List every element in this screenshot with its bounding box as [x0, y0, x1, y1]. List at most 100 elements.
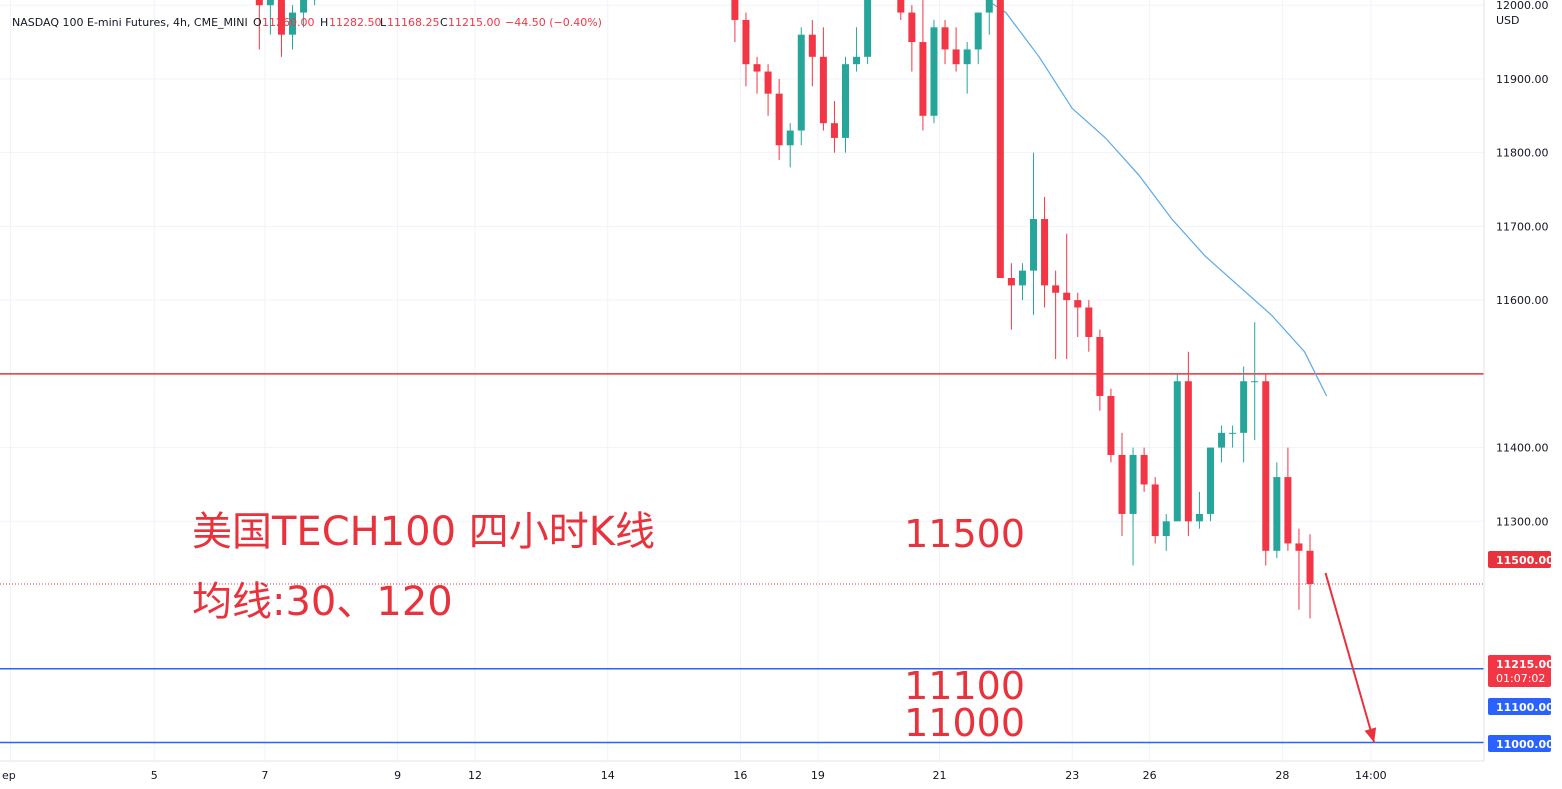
candle	[830, 101, 838, 153]
candle	[1063, 233, 1071, 360]
candle	[1140, 447, 1148, 492]
candles	[255, 0, 1314, 619]
time-tick-label: 5	[151, 769, 158, 782]
time-axis-ticks: ep 5 7 9 12 14 16 19 21 23 26 28 14:00	[2, 769, 1387, 782]
badge-11000-bg	[1488, 735, 1551, 752]
time-tick-label: 14:00	[1355, 769, 1387, 782]
annotation-ma-label: 均线:30、120	[192, 579, 453, 625]
time-tick-label: 19	[811, 769, 825, 782]
time-tick-label: 16	[733, 769, 747, 782]
forecast-arrow	[1324, 572, 1377, 743]
candle-body	[775, 93, 783, 146]
candle-body	[1284, 477, 1292, 544]
candle	[842, 56, 849, 153]
badge-11500: 11500.00	[1496, 554, 1554, 567]
candle	[864, 0, 872, 65]
candle	[996, 0, 1004, 279]
time-tick-label: ep	[2, 769, 16, 782]
badge-11100: 11100.00	[1496, 701, 1554, 714]
candle	[919, 0, 927, 131]
candle-body	[1063, 292, 1071, 301]
header-low-value: 11168.25	[387, 16, 440, 29]
candle	[930, 19, 938, 124]
candle-body	[1251, 381, 1259, 383]
price-axis-currency: USD	[1496, 14, 1520, 27]
candle-body	[930, 27, 938, 116]
candle-body	[255, 0, 263, 6]
badge-current-bg	[1488, 655, 1551, 687]
candle	[1030, 152, 1038, 315]
candle	[1195, 491, 1203, 529]
candle-body	[996, 0, 1004, 279]
header-high-label: H	[320, 16, 328, 29]
price-axis[interactable]: USD 11300.00 11400.00 11600.00 11700.00 1180…	[1483, 0, 1562, 789]
candle	[897, 0, 905, 20]
price-tick-label: 12000.00	[1496, 0, 1549, 12]
candle-body	[797, 34, 805, 131]
candle-body	[830, 123, 838, 138]
candle-body	[985, 0, 993, 13]
candle	[1229, 425, 1237, 448]
candle	[277, 0, 285, 57]
time-tick-label: 26	[1143, 769, 1157, 782]
candle	[1206, 447, 1214, 522]
candle	[985, 0, 993, 35]
header-change: −44.50 (−0.40%)	[505, 16, 602, 29]
candle-body	[1140, 454, 1148, 485]
candle-body	[1240, 381, 1248, 433]
candle	[974, 12, 982, 65]
candle	[775, 78, 783, 161]
horizontal-levels	[0, 373, 1484, 744]
candle	[808, 19, 816, 87]
candle-body	[974, 12, 982, 50]
candle	[1306, 534, 1314, 619]
candle-body	[753, 64, 761, 72]
candle-body	[1306, 550, 1314, 584]
candle	[1118, 432, 1126, 537]
price-tick-label: 11800.00	[1496, 147, 1549, 160]
candle-body	[1018, 270, 1026, 286]
candle	[300, 0, 308, 28]
price-tick-label: 11400.00	[1496, 442, 1549, 455]
candle-body	[1107, 395, 1115, 455]
candle	[952, 27, 960, 72]
candle-body	[1173, 381, 1181, 522]
candle-body	[963, 49, 971, 65]
candle	[1052, 270, 1060, 360]
annotation-level-11000: 11000	[904, 701, 1025, 745]
candle-body	[1229, 432, 1237, 434]
candle-body	[764, 71, 772, 94]
time-tick-label: 7	[261, 769, 268, 782]
time-tick-label: 14	[601, 769, 615, 782]
candle	[1151, 477, 1159, 544]
candle	[742, 12, 750, 87]
candle-body	[1218, 432, 1226, 448]
candle	[1295, 528, 1303, 610]
price-tick-label: 11900.00	[1496, 73, 1549, 86]
candle	[1041, 196, 1049, 308]
header-low-label: L	[380, 16, 387, 29]
annotation-title: 美国TECH100 四小时K线	[192, 509, 655, 555]
annotation-level-11100: 11100	[904, 664, 1025, 708]
time-tick-label: 23	[1065, 769, 1079, 782]
candle	[1262, 373, 1270, 566]
candle	[941, 19, 949, 65]
candle	[963, 42, 971, 94]
candle	[255, 0, 263, 50]
candle	[1251, 322, 1259, 441]
header-close-value: 11215.00	[448, 16, 501, 29]
candle-body	[864, 0, 872, 57]
candle-body	[300, 0, 308, 13]
candle-body	[1030, 219, 1038, 271]
candle-body	[919, 42, 927, 116]
candle-body	[1195, 513, 1203, 522]
time-tick-label: 21	[933, 769, 947, 782]
candle	[1074, 292, 1082, 337]
moving-averages	[985, 0, 1328, 397]
candle	[753, 56, 761, 94]
candle	[853, 27, 861, 72]
candle-body	[842, 64, 849, 138]
time-axis[interactable]: ep 5 7 9 12 14 16 19 21 23 26 28 14:00	[0, 760, 1484, 782]
candle	[289, 5, 296, 50]
